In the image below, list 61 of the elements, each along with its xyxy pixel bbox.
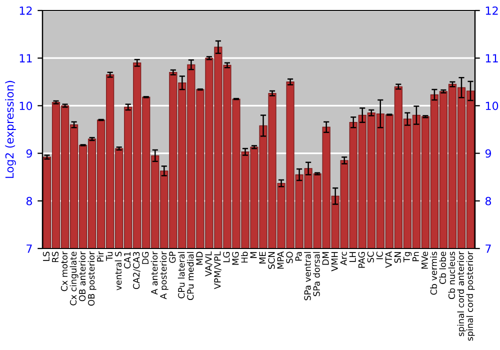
y2-tick-label: 7 (486, 244, 491, 253)
y2-tick-label: 9 (485, 149, 492, 158)
x-tick-label: VPM/VPL (214, 251, 222, 290)
x-tick-label: spinal cord anterior (457, 251, 466, 336)
y-tick-label: 9 (26, 149, 32, 158)
x-tick-label: Pa (295, 252, 302, 261)
x-tick-label: A anterior (150, 251, 158, 295)
y-tick-label: 8 (26, 196, 32, 206)
x-tick-label: ventral S (114, 252, 122, 290)
x-tick-label: LG (223, 252, 230, 262)
x-tick-label: Tu (106, 252, 113, 261)
x-tick-label: SPa dorsal (313, 252, 320, 296)
y-tick-label: 7 (26, 244, 32, 253)
x-tick-label: Pn (412, 252, 419, 262)
x-tick-label: Cx cingulate (70, 252, 78, 306)
x-tick-label: CPu medial (186, 252, 194, 300)
x-tick-label: SC (367, 252, 374, 262)
x-tick-label: SCN (268, 252, 275, 269)
y2-tick-label: 8 (485, 196, 492, 206)
x-tick-label: MPA (277, 251, 284, 269)
y-tick-label: 11 (20, 54, 32, 62)
x-tick-label: LH (349, 252, 356, 262)
y-axis-title: Log2 (expression) (5, 80, 16, 178)
x-tick-label: M (250, 252, 257, 258)
y2-tick-label: 12 (486, 6, 498, 15)
x-tick-label: VA/VL (205, 251, 212, 276)
x-tick-label: Arc (340, 252, 347, 266)
x-tick-label: RS (52, 252, 59, 262)
x-tick-label: Tg (403, 252, 412, 262)
y2-tick-label: 11 (486, 54, 498, 62)
x-tick-label: Cb vermis (430, 252, 437, 295)
x-tick-label: DG (142, 252, 149, 264)
x-tick-label: MVe (421, 252, 428, 269)
x-tick-label: OB anterior (78, 251, 86, 302)
x-tick-label: CA1 (124, 252, 131, 268)
x-tick-label: IC (376, 252, 383, 260)
x-tick-label: A posterior (160, 251, 168, 300)
x-tick-label: Pir (96, 251, 104, 262)
x-tick-label: CA2/CA3 (133, 252, 140, 290)
x-tick-label: PAG (358, 252, 365, 268)
x-tick-label: CPu lateral (178, 252, 185, 298)
x-tick-label: SPa ventral (304, 252, 311, 300)
x-tick-label: SO (286, 252, 293, 264)
x-tick-label: Cx motor (60, 251, 68, 292)
x-tick-label: Cb nucleus (448, 252, 456, 300)
x-tick-label: GP (169, 252, 176, 263)
x-tick-label: LS (42, 252, 50, 261)
x-tick-label: VTA (385, 251, 392, 268)
x-tick-label: SN (394, 252, 401, 263)
x-tick-label: Cb lobe (439, 252, 446, 284)
x-tick-label: Hb (241, 252, 248, 263)
x-tick-label: ME (259, 252, 266, 264)
x-tick-label: VMH (331, 252, 338, 272)
y-tick-label: 10 (20, 102, 32, 110)
x-tick-label: MG (232, 252, 239, 265)
x-tick-label: spinal cord posterior (466, 251, 475, 341)
x-tick-label: MD (196, 252, 203, 265)
y2-tick-label: 10 (486, 102, 498, 110)
y-tick-label: 12 (20, 6, 32, 15)
x-tick-label: DM (322, 252, 329, 265)
x-tick-label: OB posterior (88, 251, 96, 306)
